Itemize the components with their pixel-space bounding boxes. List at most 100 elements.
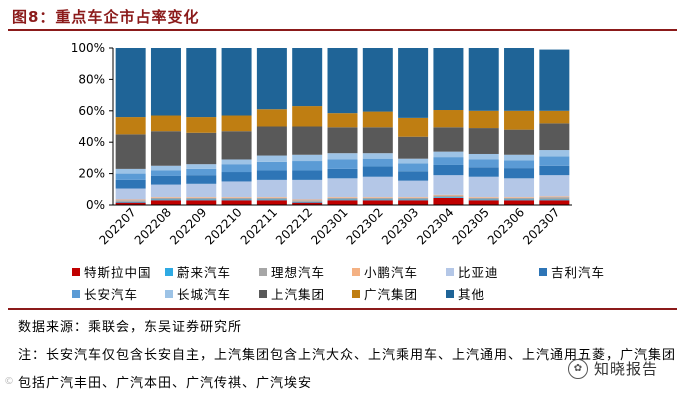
bar-segment <box>504 110 535 130</box>
bar-segment <box>186 168 217 176</box>
bar-segment <box>115 200 146 202</box>
bar-segment <box>115 117 146 135</box>
bar-segment <box>150 48 181 116</box>
bar-segment <box>504 154 535 161</box>
legend-label: 吉利汽车 <box>551 265 606 280</box>
bar-segment <box>292 200 323 202</box>
bar-segment <box>433 194 464 196</box>
x-axis: 2022072022082022092022102022112022122023… <box>96 204 572 248</box>
bar-segment <box>221 131 252 160</box>
bar-segment <box>468 167 499 177</box>
bar-segment <box>256 199 287 201</box>
watermark-logo-icon: ✿ <box>568 358 588 379</box>
bar-segment <box>292 202 323 205</box>
bar-segment <box>504 197 535 200</box>
bar-segment <box>150 199 181 201</box>
bar-segment <box>398 200 429 205</box>
y-tick-label: 80% <box>78 72 105 86</box>
bar-segment <box>398 163 429 172</box>
bar-segment <box>186 199 217 201</box>
figure-title: 图8：重点车企市占率变化 <box>12 8 200 26</box>
bar-segment <box>186 117 217 133</box>
legend-swatch <box>539 267 547 276</box>
bar-segment <box>186 183 217 198</box>
y-tick-label: 20% <box>78 167 105 181</box>
bar-segment <box>539 150 570 157</box>
bar-segment <box>539 199 570 201</box>
bar-segment <box>468 153 499 160</box>
bar-segment <box>292 179 323 200</box>
bar-segment <box>362 200 393 205</box>
bar-segment <box>398 197 429 198</box>
bar-segment <box>292 106 323 127</box>
bar-segment <box>150 115 181 132</box>
legend-swatch <box>259 267 267 276</box>
legend-label: 特斯拉中国 <box>84 265 152 280</box>
watermark-text: 知晓报告 <box>594 360 659 378</box>
bar-segment <box>504 178 535 198</box>
bar-segment <box>221 164 252 173</box>
bar-segment <box>150 131 181 166</box>
bar-segment <box>292 201 323 203</box>
bar-segment <box>468 110 499 129</box>
bar-segment <box>327 197 358 198</box>
bar-segment <box>539 49 570 111</box>
bar-segment <box>433 164 464 176</box>
bar-segment <box>256 48 287 110</box>
legend-swatch <box>72 267 80 276</box>
bar-segment <box>327 178 358 198</box>
bar-segment <box>256 200 287 205</box>
bar-segment <box>327 200 358 205</box>
y-tick-label: 60% <box>78 104 105 118</box>
bar-segment <box>539 175 570 197</box>
legend-item: 比亚迪 <box>446 262 499 281</box>
bar-segment <box>221 115 252 132</box>
bar-segment <box>115 168 146 174</box>
bar-segment <box>539 200 570 205</box>
bar-segment <box>504 168 535 179</box>
bar-segment <box>539 196 570 198</box>
bar-segment <box>256 126 287 156</box>
bar-segment <box>362 127 393 154</box>
stacked-bar-chart: 0% 20% 40% 60% 80% 100% 202207202208202209202… <box>71 41 572 248</box>
x-tick-label: 202209 <box>167 205 209 247</box>
legend-swatch <box>165 267 173 276</box>
bar-segment <box>504 129 535 155</box>
data-source: 数据来源：乘联会，东吴证券研究所 <box>18 320 243 335</box>
bar-segment <box>150 175 181 185</box>
bar-segment <box>362 158 393 167</box>
footnote: 注：长安汽车仅包含长安自主，上汽集团包含上汽大众、上汽乘用车、上汽通用、上汽通用… <box>18 348 677 391</box>
bar-segment <box>539 165 570 176</box>
bar-segment <box>468 200 499 205</box>
bar-segment <box>327 153 358 160</box>
x-tick-label: 202307 <box>520 205 562 247</box>
bar-segment <box>186 175 217 184</box>
legend-label: 其他 <box>458 287 486 302</box>
bar-segment <box>398 117 429 137</box>
bar-segment <box>433 195 464 198</box>
bar-segment <box>115 201 146 203</box>
legend-item: 小鹏汽车 <box>352 262 418 281</box>
bar-segment <box>186 132 217 165</box>
bar-segment <box>256 109 287 127</box>
bar-segment <box>433 157 464 165</box>
bar-segment <box>327 127 358 154</box>
bar-segment <box>292 199 323 201</box>
bar-segment <box>362 199 393 201</box>
bar-segment <box>433 197 464 198</box>
x-tick-label: 202306 <box>485 205 527 247</box>
bar-segment <box>398 136 429 159</box>
bar-segment <box>292 48 323 107</box>
bar-segment <box>468 128 499 154</box>
bar-segment <box>504 160 535 169</box>
bar-segment <box>362 153 393 159</box>
bar-segment <box>150 197 181 200</box>
legend-swatch <box>259 289 267 298</box>
bar-segment <box>468 159 499 168</box>
bar-segment <box>327 168 358 179</box>
bar-segment <box>327 197 358 200</box>
legend-item: 特斯拉中国 <box>72 262 152 281</box>
legend-item: 理想汽车 <box>259 262 325 281</box>
legend-swatch <box>165 289 173 298</box>
bar-segment <box>221 181 252 198</box>
